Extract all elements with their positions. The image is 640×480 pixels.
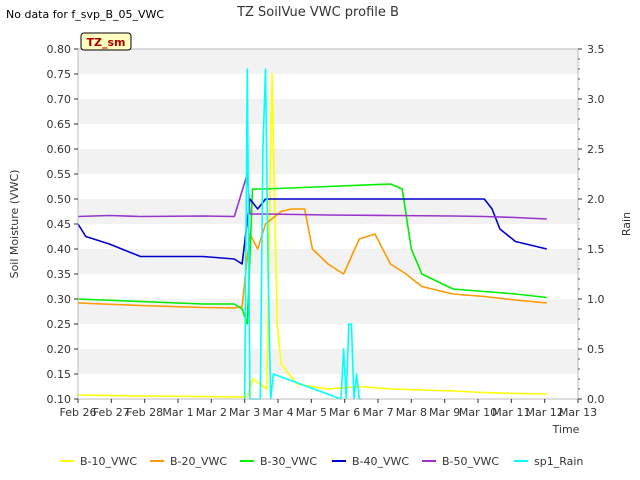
x-axis-label: Time <box>552 423 580 436</box>
y2-tick-label: 2.0 <box>587 193 605 206</box>
grid-band <box>78 274 578 299</box>
y-tick-label: 0.30 <box>47 293 72 306</box>
grid-band <box>78 199 578 224</box>
y-tick-label: 0.75 <box>47 68 72 81</box>
legend: B-10_VWC B-20_VWC B-30_VWC B-40_VWC B-50_VWC… <box>60 455 583 468</box>
legend-label: B-40_VWC <box>352 455 409 468</box>
series-line-b-30-vwc <box>77 183 547 325</box>
y-tick-label: 0.70 <box>47 93 72 106</box>
plot-background <box>78 49 578 399</box>
grid-band <box>78 124 578 149</box>
y2-tick-label: 3.0 <box>587 93 605 106</box>
x-tick-label: Mar 4 <box>262 406 293 419</box>
x-tick-label: Feb 28 <box>126 406 163 419</box>
y-tick-label: 0.25 <box>47 318 72 331</box>
y-tick-label: 0.55 <box>47 168 72 181</box>
chart-title: TZ SoilVue VWC profile B <box>236 5 399 20</box>
x-tick-label: Mar 13 <box>559 406 597 419</box>
y-tick-label: 0.60 <box>47 143 72 156</box>
y2-tick-label: 2.5 <box>587 143 605 156</box>
y2-tick-label: 3.5 <box>587 43 605 56</box>
x-tick-label: Mar 12 <box>526 406 564 419</box>
grid-band <box>78 349 578 374</box>
series-line-b-10-vwc <box>77 73 547 398</box>
y-tick-label: 0.80 <box>47 43 72 56</box>
legend-label: B-50_VWC <box>442 455 499 468</box>
x-tick-label: Mar 6 <box>329 406 360 419</box>
y2-tick-label: 1.5 <box>587 243 605 256</box>
x-tick-label: Mar 9 <box>429 406 460 419</box>
y-axis-label: Soil Moisture (VWC) <box>8 170 21 279</box>
legend-label: B-20_VWC <box>170 455 227 468</box>
grid-band <box>78 49 578 74</box>
grid-band <box>78 374 578 399</box>
y2-tick-label: 1.0 <box>587 293 605 306</box>
y2-tick-label: 0.0 <box>587 393 605 406</box>
x-tick-label: Mar 7 <box>362 406 393 419</box>
grid-band <box>78 299 578 324</box>
grid-band <box>78 249 578 274</box>
tz-badge: TZ_sm <box>80 32 132 51</box>
x-tick-label: Mar 5 <box>296 406 327 419</box>
axes-layer: 0.10 0.15 0.20 0.25 0.30 0.35 0.40 0.45 0.50 0.55… <box>47 43 605 419</box>
grid-band <box>78 149 578 174</box>
x-tick-label: Mar 1 <box>162 406 193 419</box>
y-tick-label: 0.65 <box>47 118 72 131</box>
y-tick-label: 0.10 <box>47 393 72 406</box>
x-tick-label: Mar 3 <box>229 406 260 419</box>
y-tick-label: 0.50 <box>47 193 72 206</box>
grid-band <box>78 74 578 99</box>
x-tick-label: Mar 8 <box>396 406 427 419</box>
x-tick-label: Feb 27 <box>93 406 130 419</box>
x-tick-label: Mar 2 <box>196 406 227 419</box>
y2-axis-label: Rain <box>620 212 633 236</box>
no-data-note: No data for f_svp_B_05_VWC <box>6 8 164 21</box>
grid-band <box>78 324 578 349</box>
legend-label: sp1_Rain <box>534 455 583 468</box>
x-tick-label: Feb 26 <box>60 406 97 419</box>
legend-label: B-30_VWC <box>260 455 317 468</box>
x-tick-label: Mar 11 <box>492 406 530 419</box>
grid-band <box>78 224 578 249</box>
series-line-b-50-vwc <box>77 173 547 220</box>
grid-band <box>78 99 578 124</box>
y-tick-label: 0.15 <box>47 368 72 381</box>
tz-badge-box <box>80 32 132 51</box>
y-tick-label: 0.20 <box>47 343 72 356</box>
y-tick-label: 0.35 <box>47 268 72 281</box>
x-tick-label: Mar 10 <box>459 406 497 419</box>
y-tick-label: 0.40 <box>47 243 72 256</box>
y-tick-label: 0.45 <box>47 218 72 231</box>
tz-badge-label: TZ_sm <box>87 36 126 49</box>
y2-tick-label: 0.5 <box>587 343 605 356</box>
legend-label: B-10_VWC <box>80 455 137 468</box>
